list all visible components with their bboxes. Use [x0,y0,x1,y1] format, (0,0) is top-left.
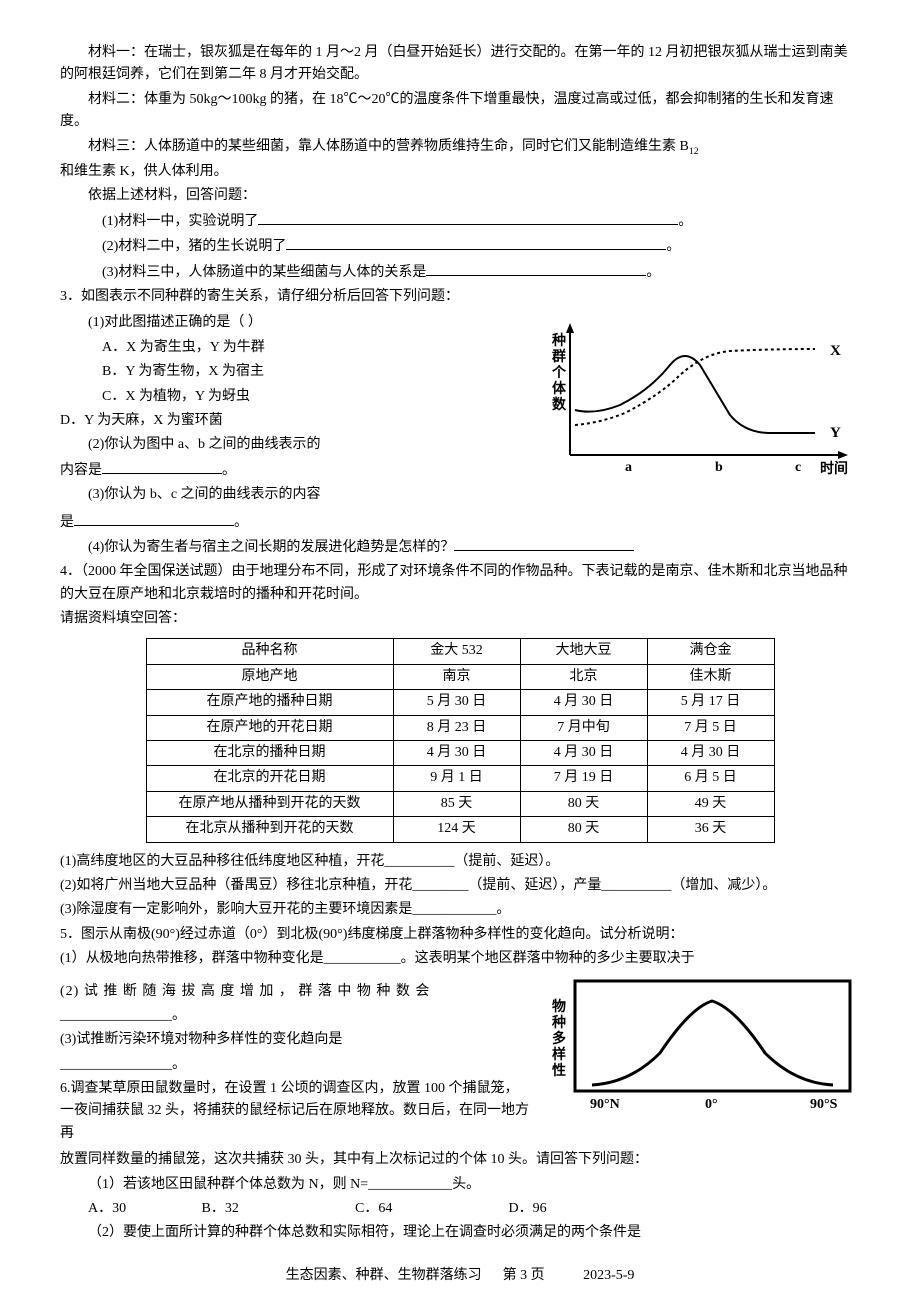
material-3-line1: 材料三：人体肠道中的某些细菌，靠人体肠道中的营养物质维持生命，同时它们又能制造维… [60,136,860,159]
q6-cont: 放置同样数量的捕鼠笼，这次共捕获 30 头，其中有上次标记过的个体 10 头。请… [60,1149,860,1171]
label-y: Y [830,425,841,441]
svg-text:多: 多 [552,1030,566,1047]
svg-text:种: 种 [551,1014,566,1031]
table-row: 品种名称 金大 532 大地大豆 满仓金 [146,639,774,664]
q3-optC: C．X 为植物，Y 为蚜虫 [102,386,520,408]
q5-s2a: (2) 试 推 断 随 海 拔 高 度 增 加 ， 群 落 中 物 种 数 会 [60,981,530,1003]
q4-s2: (2)如将广州当地大豆品种（番禺豆）移往北京种植，开花________（提前、延… [60,875,860,897]
q3-sub2b: 内容是。 [60,459,520,482]
q4-s3: (3)除湿度有一定影响外，影响大豆开花的主要环境因素是____________。 [60,899,860,921]
material-q3: (3)材料三中，人体肠道中的某些细菌与人体的关系是。 [102,261,860,284]
blank [74,511,234,526]
material-q2: (2)材料二中，猪的生长说明了。 [102,235,860,258]
xtick: 90°S [810,1097,838,1112]
parasitism-chart-svg: 种 群 个 体 数 时间 a b c X Y [530,315,860,485]
th: 满仓金 [647,639,774,664]
blank [454,536,634,551]
svg-text:数: 数 [552,396,567,413]
chart-frame [575,981,850,1091]
xtick: 90°N [590,1097,620,1112]
q4-prompt: 请据资料填空回答： [60,608,860,630]
q3-title: 3．如图表示不同种群的寄生关系，请仔细分析后回答下列问题： [60,286,860,308]
xtick: 0° [705,1097,718,1112]
q5-s3b: ________________。 [60,1054,530,1076]
blank [426,261,646,276]
q3-optB: B．Y 为寄生物，X 为宿主 [102,361,520,383]
svg-text:体: 体 [552,380,567,397]
material-q1: (1)材料一中，实验说明了。 [102,210,860,233]
curve-y [575,356,815,433]
blank [286,235,666,250]
subscript-12: 12 [689,145,699,156]
th: 品种名称 [146,639,393,664]
blank [102,459,222,474]
blank [258,210,678,225]
th: 大地大豆 [520,639,647,664]
tick-c: c [795,460,801,475]
svg-text:性: 性 [552,1062,566,1079]
q6-s2: （2）要使上面所计算的种群个体总数和实际相符，理论上在调查时必须满足的两个条件是 [60,1222,860,1244]
svg-text:物: 物 [552,998,566,1015]
q5-title: 5．图示从南极(90°)经过赤道（0°）到北极(90°)纬度梯度上群落物种多样性… [60,924,860,946]
q6-options: A．30 B．32 C．64 D．96 [88,1198,860,1220]
q3-optD: D．Y 为天麻，X 为蜜环菌 [60,410,520,432]
svg-text:样: 样 [552,1046,566,1063]
diversity-chart-svg: 物 种 多 样 性 90°N 0° 90°S [540,973,860,1118]
tick-a: a [625,460,632,475]
q5-s2b: ________________。 [60,1005,530,1027]
q3-chart: 种 群 个 体 数 时间 a b c X Y [530,315,860,508]
svg-text:群: 群 [551,348,566,365]
q6-optA: A．30 [88,1198,198,1220]
q4-table: 品种名称 金大 532 大地大豆 满仓金 原地产地南京北京佳木斯 在原产地的播种… [146,638,775,842]
q4-s1: (1)高纬度地区的大豆品种移往低纬度地区种植，开花__________（提前、延… [60,851,860,873]
footer-right: 2023-5-9 [583,1268,634,1283]
material-2: 材料二：体重为 50kg～100kg 的猪，在 18℃～20℃的温度条件下增重最… [60,89,860,134]
q5-s1: (1）从极地向热带推移，群落中物种变化是___________。这表明某个地区群… [60,948,860,970]
footer-mid: 第 3 页 [503,1268,545,1283]
xlabel: 时间 [820,460,848,477]
q6-optC: C．64 [355,1198,505,1220]
q6-optD: D．96 [509,1198,547,1220]
q3-sub1: (1)对此图描述正确的是（ ） [88,312,520,334]
q3-optA: A．X 为寄生虫，Y 为牛群 [102,337,520,359]
footer-left: 生态因素、种群、生物群落练习 [286,1268,482,1283]
q3-sub3a: (3)你认为 b、c 之间的曲线表示的内容 [60,484,520,506]
page-footer: 生态因素、种群、生物群落练习 第 3 页 2023-5-9 [60,1265,860,1287]
th: 金大 532 [393,639,520,664]
material-3-line2: 和维生素 K，供人体利用。 [60,161,860,183]
q4-title: 4．（2000 年全国保送试题）由于地理分布不同，形成了对环境条件不同的作物品种… [60,561,860,606]
q6-optB: B．32 [202,1198,352,1220]
svg-text:个: 个 [551,364,567,381]
q3-sub2a: (2)你认为图中 a、b 之间的曲线表示的 [60,434,520,456]
tick-b: b [715,460,723,475]
q5-s3a: (3)试推断污染环境对物种多样性的变化趋向是 [60,1029,530,1051]
label-x: X [830,343,841,359]
q3-sub3b: 是。 [60,511,860,534]
q6-s1: （1）若该地区田鼠种群个体总数为 N，则 N=____________头。 [60,1174,860,1196]
materials-prompt: 依据上述材料，回答问题： [60,185,860,207]
q5-chart: 物 种 多 样 性 90°N 0° 90°S [540,973,860,1148]
material-3a: 材料三：人体肠道中的某些细菌，靠人体肠道中的营养物质维持生命，同时它们又能制造维… [88,139,689,154]
material-1: 材料一：在瑞士，银灰狐是在每年的 1 月～2 月（白昼开始延长）进行交配的。在第… [60,42,860,87]
ylabel-char: 种 [551,332,566,349]
q6-title: 6.调查某草原田鼠数量时，在设置 1 公顷的调查区内，放置 100 个捕鼠笼，一… [60,1078,530,1145]
q3-sub4: (4)你认为寄生者与宿主之间长期的发展进化趋势是怎样的？ [60,536,860,559]
